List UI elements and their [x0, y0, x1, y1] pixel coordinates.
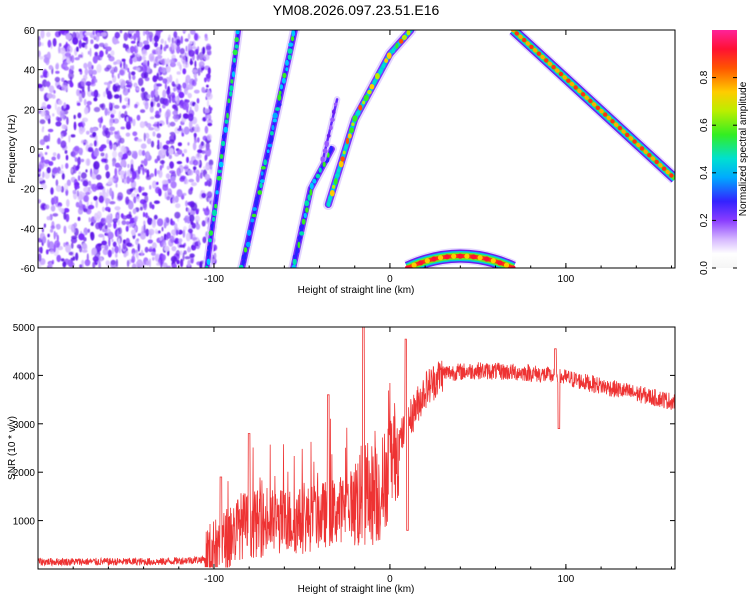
streak-3	[288, 144, 337, 268]
spectrogram-ytick-label: 40	[24, 66, 36, 77]
snr-ytick-label: 3000	[13, 420, 36, 431]
arc-upper	[322, 30, 417, 210]
colorbar-tick-label: 0.0	[699, 261, 710, 275]
streak-2	[237, 30, 300, 268]
snr-xlabel: Height of straight line (km)	[298, 584, 415, 595]
spectrogram-ytick-label: -60	[21, 264, 36, 275]
spectrogram-ytick-label: 60	[24, 26, 36, 37]
spectrogram-ytick-label: -40	[21, 224, 36, 235]
snr-xtick-label: -100	[204, 574, 224, 585]
spectrogram-xlabel: Height of straight line (km)	[298, 285, 415, 296]
snr-ytick-label: 4000	[13, 371, 36, 382]
colorbar-tick-label: 0.6	[699, 118, 710, 132]
snr-ylabel: SNR (10 * v/v)	[7, 416, 18, 480]
snr-xtick-label: 0	[387, 574, 393, 585]
colorbar-gradient	[712, 30, 737, 268]
spectrogram-ytick-label: 0	[29, 145, 35, 156]
snr-series-line	[38, 327, 675, 568]
snr-ytick-label: 1000	[13, 517, 36, 528]
colorbar-tick-label: 0.8	[699, 70, 710, 84]
snr-ytick-label: 5000	[13, 323, 36, 334]
colorbar-label: Normalized spectral amplitude	[738, 81, 749, 216]
snr-ytick-label: 2000	[13, 468, 36, 479]
spectrogram-ytick-label: 20	[24, 105, 36, 116]
spectrogram-content	[38, 30, 675, 268]
noise-speckle	[38, 30, 218, 268]
spectrogram-ticks: -100 0 100 -60 -40 -20 0 20 40 60	[21, 26, 672, 285]
streak-3-faint	[319, 96, 341, 163]
colorbar-tick-label: 0.4	[699, 165, 710, 179]
figure-title: YM08.2026.097.23.51.E16	[273, 2, 440, 18]
colorbar: 0.0 0.2 0.4 0.6 0.8 Normalized spectral ampl…	[699, 30, 749, 275]
streak-1	[202, 30, 244, 268]
snr-ticks: -100 0 100 1000 2000 3000 4000 5000	[13, 323, 675, 585]
colorbar-ticks: 0.0 0.2 0.4 0.6 0.8	[699, 70, 737, 275]
colorbar-tick-label: 0.2	[699, 213, 710, 227]
spectrogram-xtick-label: -100	[204, 274, 224, 285]
spectrogram-xtick-label: 0	[387, 274, 393, 285]
arc-lower	[404, 248, 517, 268]
spectrogram-xtick-label: 100	[558, 274, 575, 285]
snr-panel: -100 0 100 1000 2000 3000 4000 5000 Height of s…	[7, 323, 676, 595]
snr-background	[38, 327, 675, 569]
spectrogram-ylabel: Frequency (Hz)	[7, 115, 18, 184]
snr-content	[38, 327, 675, 568]
spectrogram-panel: -100 0 100 -60 -40 -20 0 20 40 60 Height of strai…	[7, 26, 676, 296]
line-descending	[508, 30, 675, 184]
snr-xtick-label: 100	[558, 574, 575, 585]
spectrogram-ytick-label: -20	[21, 185, 36, 196]
snr-frame	[37, 326, 676, 570]
